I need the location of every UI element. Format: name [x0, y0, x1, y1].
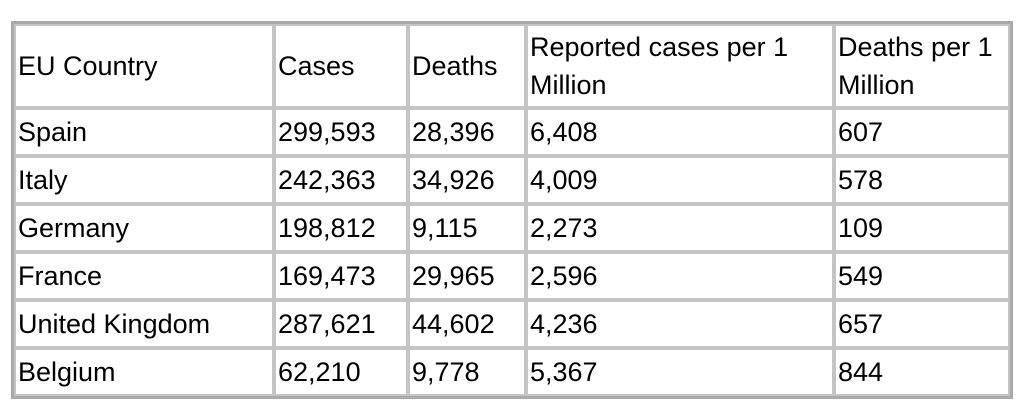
- cell-deaths: 44,602: [408, 300, 526, 348]
- cell-deaths-per-million: 109: [834, 204, 1010, 252]
- cell-deaths-per-million: 657: [834, 300, 1010, 348]
- cell-cases: 287,621: [274, 300, 408, 348]
- cell-cases: 299,593: [274, 108, 408, 156]
- cell-cases-per-million: 2,596: [526, 252, 834, 300]
- table-header-row: EU Country Cases Deaths Reported cases p…: [14, 24, 1010, 108]
- covid-stats-table-container: EU Country Cases Deaths Reported cases p…: [11, 21, 1013, 399]
- cell-cases-per-million: 5,367: [526, 348, 834, 396]
- cell-country: Belgium: [14, 348, 274, 396]
- table-row: United Kingdom 287,621 44,602 4,236 657: [14, 300, 1010, 348]
- cell-deaths: 29,965: [408, 252, 526, 300]
- cell-country: Italy: [14, 156, 274, 204]
- cell-deaths: 9,115: [408, 204, 526, 252]
- cell-deaths-per-million: 844: [834, 348, 1010, 396]
- covid-stats-table: EU Country Cases Deaths Reported cases p…: [11, 21, 1013, 399]
- header-deaths: Deaths: [408, 24, 526, 108]
- cell-cases: 169,473: [274, 252, 408, 300]
- cell-cases: 198,812: [274, 204, 408, 252]
- cell-country: United Kingdom: [14, 300, 274, 348]
- table-row: Italy 242,363 34,926 4,009 578: [14, 156, 1010, 204]
- table-row: Spain 299,593 28,396 6,408 607: [14, 108, 1010, 156]
- header-deaths-per-million: Deaths per 1 Million: [834, 24, 1010, 108]
- cell-deaths: 9,778: [408, 348, 526, 396]
- cell-cases-per-million: 4,236: [526, 300, 834, 348]
- cell-deaths-per-million: 549: [834, 252, 1010, 300]
- cell-country: France: [14, 252, 274, 300]
- cell-cases-per-million: 6,408: [526, 108, 834, 156]
- table-row: Germany 198,812 9,115 2,273 109: [14, 204, 1010, 252]
- header-country: EU Country: [14, 24, 274, 108]
- cell-cases-per-million: 2,273: [526, 204, 834, 252]
- cell-deaths-per-million: 578: [834, 156, 1010, 204]
- cell-cases-per-million: 4,009: [526, 156, 834, 204]
- table-row: France 169,473 29,965 2,596 549: [14, 252, 1010, 300]
- cell-cases: 62,210: [274, 348, 408, 396]
- cell-country: Germany: [14, 204, 274, 252]
- cell-deaths: 28,396: [408, 108, 526, 156]
- header-cases-per-million: Reported cases per 1 Million: [526, 24, 834, 108]
- cell-cases: 242,363: [274, 156, 408, 204]
- header-cases: Cases: [274, 24, 408, 108]
- cell-deaths-per-million: 607: [834, 108, 1010, 156]
- table-row: Belgium 62,210 9,778 5,367 844: [14, 348, 1010, 396]
- cell-deaths: 34,926: [408, 156, 526, 204]
- cell-country: Spain: [14, 108, 274, 156]
